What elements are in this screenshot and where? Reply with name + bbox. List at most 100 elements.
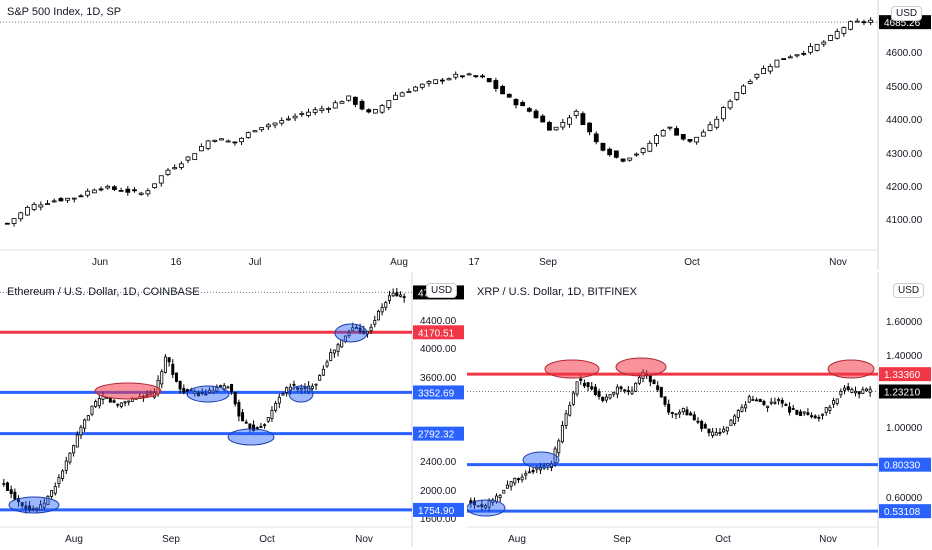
candle-body: [472, 500, 476, 506]
candle-body: [520, 102, 526, 107]
x-tick-label: Jun: [92, 257, 108, 268]
candle-body: [199, 145, 204, 152]
candle-body: [399, 92, 405, 97]
candle-body: [703, 424, 707, 429]
candle-body: [160, 371, 164, 385]
candle-body: [426, 81, 432, 84]
candle-body: [500, 85, 505, 95]
candle-body: [274, 403, 278, 411]
candle-body: [667, 126, 673, 129]
candle-body: [524, 472, 528, 476]
candle-body: [105, 185, 111, 189]
candle-body: [707, 124, 713, 131]
candle-body: [2, 483, 6, 485]
x-tick-label: Oct: [684, 257, 700, 268]
candle-body: [339, 101, 345, 104]
candle-body: [79, 426, 83, 436]
spx-chart[interactable]: 4600.00 4500.00 4400.00 4300.00 4200.00 4100.…: [0, 0, 932, 270]
candle-body: [734, 91, 740, 100]
candle-body: [795, 409, 799, 415]
y-tick-label: 4400.00: [886, 115, 923, 126]
candle-body: [239, 137, 244, 143]
candle-body: [296, 387, 300, 390]
candle-body: [850, 388, 854, 393]
candle-body: [694, 136, 700, 143]
candle-body: [560, 121, 566, 128]
x-tick-label: Oct: [715, 534, 731, 545]
candle-body: [681, 408, 685, 413]
eth-chart[interactable]: 4400.00 4000.00 3600.00 2400.00 2000.00 1600.…: [0, 272, 465, 550]
candle-body: [553, 126, 559, 131]
candle-body: [627, 157, 633, 161]
candle-body: [219, 138, 224, 141]
candle-body: [387, 295, 391, 301]
candle-body: [212, 139, 218, 142]
candle-body: [868, 388, 872, 393]
x-tick-label: Sep: [613, 534, 631, 545]
candle-body: [593, 133, 599, 143]
candle-body: [42, 502, 46, 508]
candle-body: [821, 41, 827, 45]
y-tick-label: 1.00000: [886, 423, 923, 434]
candle-body: [721, 107, 726, 120]
support-ellipse: [227, 428, 275, 446]
candle-body: [848, 21, 853, 30]
candle-body: [85, 190, 91, 196]
candle-body: [787, 56, 793, 59]
candle-body: [24, 505, 28, 510]
support-ellipse: [8, 496, 60, 514]
candle-body: [580, 113, 586, 126]
candle-body: [626, 390, 630, 393]
candle-body: [546, 463, 550, 467]
candle-body: [846, 386, 850, 391]
candle-body: [352, 96, 358, 105]
candle-body: [794, 54, 800, 57]
candle-body: [531, 469, 535, 473]
candle-body: [263, 424, 267, 427]
level-label: 1754.90: [418, 506, 455, 517]
candle-body: [567, 117, 572, 125]
level-label: 0.80330: [884, 461, 921, 472]
candle-body: [769, 401, 773, 404]
candle-body: [362, 330, 366, 334]
last-price-label: 4685.26: [884, 18, 921, 29]
candle-body: [612, 391, 616, 395]
candle-body: [824, 407, 828, 413]
candle-body: [373, 109, 378, 114]
level-label-bg: [413, 426, 464, 441]
spx-currency-button[interactable]: USD: [891, 6, 923, 21]
candle-body: [20, 502, 24, 507]
candle-body: [640, 148, 646, 153]
candle-body: [6, 482, 10, 491]
candle-body: [285, 387, 289, 393]
xrp-currency-button[interactable]: USD: [893, 283, 925, 298]
level-label-bg: [879, 457, 931, 472]
candle-body: [780, 399, 784, 404]
candle-body: [72, 445, 76, 454]
candle-body: [259, 127, 265, 131]
candle-body: [568, 404, 572, 416]
y-tick-label: 2000.00: [420, 486, 457, 497]
level-label: 3352.69: [418, 388, 455, 399]
x-tick-label: Aug: [390, 257, 408, 268]
candle-body: [306, 111, 311, 116]
candle-body: [178, 163, 184, 168]
candle-body: [406, 91, 412, 93]
candle-body: [788, 406, 792, 413]
eth-title: Ethereum / U.S. Dollar, 1D, COINBASE: [7, 286, 200, 298]
xrp-title: XRP / U.S. Dollar, 1D, BITFINEX: [477, 286, 637, 298]
candle-body: [393, 94, 398, 100]
candle-body: [125, 188, 131, 193]
xrp-chart[interactable]: 1.60000 1.40000 1.00000 0.60000 Aug Sep Oct Nov…: [467, 272, 932, 550]
candle-body: [821, 413, 825, 416]
candle-body: [527, 471, 531, 474]
x-tick-label: Jul: [249, 257, 262, 268]
candle-body: [781, 58, 787, 61]
candle-body: [138, 192, 144, 195]
candle-body: [607, 148, 613, 156]
candle-body: [608, 394, 612, 399]
eth-currency-button[interactable]: USD: [426, 283, 458, 298]
candle-body: [232, 141, 238, 144]
candle-body: [615, 386, 619, 395]
candle-body: [25, 206, 30, 216]
